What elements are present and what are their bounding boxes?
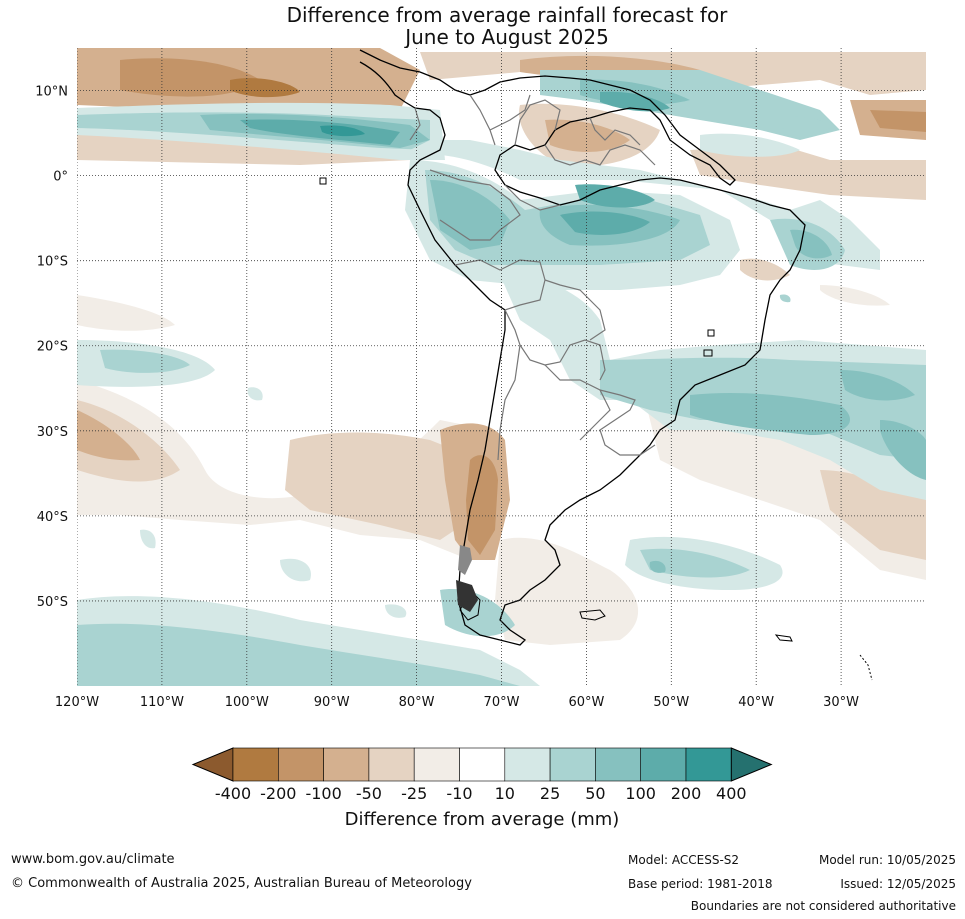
copyright-text: © Commonwealth of Australia 2025, Austra… bbox=[11, 876, 472, 891]
colorbar-tick-label: 200 bbox=[671, 784, 702, 803]
latitude-label: 0° bbox=[53, 170, 68, 185]
map-title-line2: June to August 2025 bbox=[405, 25, 609, 49]
colorbar-segment bbox=[232, 747, 279, 782]
latitude-label: 10°S bbox=[37, 255, 68, 270]
colorbar-tick-label: -100 bbox=[305, 784, 341, 803]
patagonia-fjords bbox=[458, 545, 472, 575]
model-name: Model: ACCESS-S2 bbox=[628, 853, 740, 867]
colorbar-tick-label: -200 bbox=[260, 784, 296, 803]
colorbar-segment bbox=[640, 747, 687, 782]
base-period: Base period: 1981-2018 bbox=[628, 877, 773, 891]
colorbar-segment bbox=[368, 747, 415, 782]
longitude-label: 60°W bbox=[568, 695, 604, 710]
colorbar-tick-label: 100 bbox=[625, 784, 656, 803]
colorbar-tick-label: -10 bbox=[446, 784, 472, 803]
colorbar-extend-low bbox=[191, 747, 234, 782]
colorbar-tick-label: -400 bbox=[215, 784, 251, 803]
model-run: Model run: 10/05/2025 bbox=[818, 853, 956, 867]
colorbar-tick-label: 25 bbox=[540, 784, 560, 803]
colorbar-title: Difference from average (mm) bbox=[345, 809, 620, 830]
colorbar-segment bbox=[595, 747, 642, 782]
boundaries-disclaimer: Boundaries are not considered authoritat… bbox=[690, 899, 956, 913]
colorbar: -400 -200 -100 -50 -25 -10 10 25 50 100 200 400 bbox=[191, 747, 773, 803]
colorbar-tick-label: 400 bbox=[716, 784, 747, 803]
longitude-label: 30°W bbox=[823, 695, 859, 710]
colorbar-tick-label: 10 bbox=[495, 784, 515, 803]
longitude-label: 80°W bbox=[399, 695, 435, 710]
wet-anomaly-areas bbox=[77, 70, 926, 686]
map-title: Difference from average rainfall forecas… bbox=[0, 4, 965, 48]
graticule bbox=[77, 48, 926, 686]
colorbar-segment bbox=[685, 747, 732, 782]
latitude-labels: 10°N 0° 10°S 20°S 30°S 40°S 50°S bbox=[35, 85, 68, 610]
longitude-label: 120°W bbox=[55, 695, 99, 710]
longitude-labels: 120°W 110°W 100°W 90°W 80°W 70°W 60°W 50°W 40°W 3… bbox=[55, 695, 859, 710]
longitude-label: 70°W bbox=[484, 695, 520, 710]
colorbar-tick-label: -25 bbox=[401, 784, 427, 803]
longitude-label: 40°W bbox=[738, 695, 774, 710]
longitude-label: 90°W bbox=[314, 695, 350, 710]
colorbar-segment bbox=[413, 747, 460, 782]
map-title-line1: Difference from average rainfall forecas… bbox=[286, 3, 728, 27]
patagonia-islands bbox=[456, 580, 478, 612]
latitude-label: 40°S bbox=[37, 510, 68, 525]
latitude-label: 30°S bbox=[37, 425, 68, 440]
colorbar-segment bbox=[323, 747, 370, 782]
country-borders bbox=[409, 94, 656, 461]
colorbar-tick-label: 50 bbox=[585, 784, 605, 803]
issued-date: Issued: 12/05/2025 bbox=[840, 877, 956, 891]
map-panel bbox=[77, 48, 926, 686]
latitude-label: 50°S bbox=[37, 595, 68, 610]
colorbar-segment bbox=[504, 747, 551, 782]
latitude-label: 20°S bbox=[37, 340, 68, 355]
longitude-label: 50°W bbox=[653, 695, 689, 710]
colorbar-tick-label: -50 bbox=[356, 784, 382, 803]
colorbar-segment bbox=[459, 747, 506, 782]
longitude-label: 100°W bbox=[225, 695, 269, 710]
website-link[interactable]: www.bom.gov.au/climate bbox=[11, 852, 175, 867]
colorbar-extend-high bbox=[730, 747, 773, 782]
longitude-label: 110°W bbox=[140, 695, 184, 710]
latitude-label: 10°N bbox=[35, 85, 68, 100]
colorbar-segment bbox=[549, 747, 596, 782]
colorbar-segment bbox=[277, 747, 324, 782]
